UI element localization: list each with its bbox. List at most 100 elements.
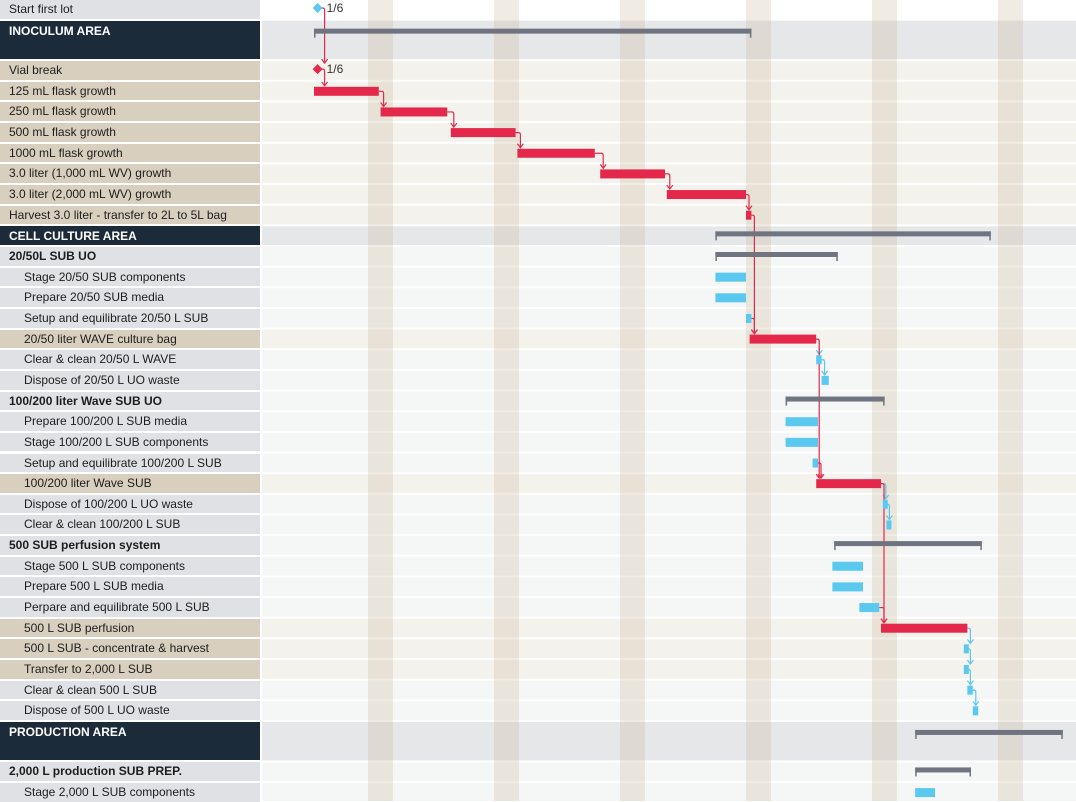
task-label[interactable]: Prepare 20/50 SUB media bbox=[0, 288, 260, 307]
task-label[interactable]: INOCULUM AREA bbox=[0, 20, 260, 60]
summary-bar bbox=[785, 396, 885, 402]
dependency-link bbox=[879, 606, 885, 623]
summary-bar-start-tick bbox=[785, 396, 788, 406]
weekend-column bbox=[620, 0, 645, 801]
dependency-link bbox=[746, 193, 750, 210]
chart-row-band bbox=[262, 143, 1076, 163]
task-label[interactable]: Stage 20/50 SUB components bbox=[0, 267, 260, 287]
chart-row-band bbox=[262, 680, 1076, 700]
dependency-link bbox=[447, 111, 455, 128]
task-label[interactable]: Vial break bbox=[0, 61, 260, 80]
task-label[interactable]: 100/200 liter Wave SUB UO bbox=[0, 391, 260, 411]
task-label[interactable]: Prepare 100/200 L SUB media bbox=[0, 412, 260, 431]
milestone-date-label: 1/6 bbox=[327, 1, 344, 15]
summary-bar-end-tick bbox=[989, 231, 991, 241]
dependency-arrow-icon bbox=[745, 205, 753, 211]
summary-bar-end-tick bbox=[836, 252, 838, 261]
task-label[interactable]: Prepare 500 L SUB media bbox=[0, 577, 260, 597]
dependency-link bbox=[594, 152, 604, 169]
task-label[interactable]: CELL CULTURE AREA bbox=[0, 226, 260, 245]
task-label[interactable]: Clear & clean 20/50 L WAVE bbox=[0, 350, 260, 369]
task-bar bbox=[816, 355, 822, 365]
task-label[interactable]: 250 mL flask growth bbox=[0, 102, 260, 122]
dependency-link bbox=[967, 627, 971, 644]
task-label[interactable]: 20/50 liter WAVE culture bag bbox=[0, 329, 260, 349]
task-bar bbox=[832, 561, 863, 571]
task-label[interactable]: 500 SUB perfusion system bbox=[0, 536, 260, 555]
chart-row-band bbox=[262, 453, 1076, 473]
dependency-link bbox=[972, 689, 977, 706]
dependency-arrow-icon bbox=[817, 473, 825, 480]
summary-bar-end-tick bbox=[749, 28, 752, 38]
task-bar bbox=[785, 437, 818, 447]
task-label[interactable]: 500 mL flask growth bbox=[0, 123, 260, 142]
task-label[interactable]: Stage 2,000 L SUB components bbox=[0, 783, 260, 802]
chart-row-band bbox=[262, 61, 1076, 80]
chart-row-band bbox=[262, 494, 1076, 514]
task-bar bbox=[785, 417, 818, 427]
chart-row-band bbox=[262, 205, 1076, 225]
chart-row-band bbox=[262, 20, 1076, 60]
task-label[interactable]: Stage 500 L SUB components bbox=[0, 556, 260, 576]
task-bar bbox=[859, 603, 880, 613]
task-label[interactable]: 20/50L SUB UO bbox=[0, 247, 260, 266]
chart-row-band bbox=[262, 226, 1076, 245]
critical-task-bar bbox=[666, 190, 746, 200]
task-label[interactable]: Clear & clean 500 L SUB bbox=[0, 680, 260, 700]
dependency-arrow-icon bbox=[516, 143, 524, 149]
task-label[interactable]: 100/200 liter Wave SUB bbox=[0, 474, 260, 493]
task-label[interactable]: Dispose of 500 L UO waste bbox=[0, 701, 260, 720]
task-label[interactable]: Stage 100/200 L SUB components bbox=[0, 432, 260, 452]
chart-row-band bbox=[262, 350, 1076, 369]
task-label[interactable]: 500 L SUB perfusion bbox=[0, 618, 260, 638]
task-label[interactable]: Dispose of 100/200 L UO waste bbox=[0, 494, 260, 514]
critical-task-bar bbox=[380, 107, 448, 117]
task-label[interactable]: Transfer to 2,000 L SUB bbox=[0, 660, 260, 679]
task-label[interactable]: Dispose of 20/50 L UO waste bbox=[0, 370, 260, 390]
chart-row-band bbox=[262, 721, 1076, 761]
task-label[interactable]: 1000 mL flask growth bbox=[0, 143, 260, 163]
task-label[interactable]: 2,000 L production SUB PREP. bbox=[0, 762, 260, 782]
chart-row-band bbox=[262, 536, 1076, 555]
task-label[interactable]: Start first lot bbox=[0, 0, 260, 19]
task-label[interactable]: Perpare and equilibrate 500 L SUB bbox=[0, 598, 260, 617]
task-bar bbox=[963, 665, 969, 674]
summary-bar-end-tick bbox=[980, 541, 982, 551]
task-label[interactable]: 125 mL flask growth bbox=[0, 81, 260, 101]
dependency-arrow-icon bbox=[972, 700, 980, 707]
summary-bar-end-tick bbox=[883, 396, 885, 406]
task-label[interactable]: 3.0 liter (2,000 mL WV) growth bbox=[0, 185, 260, 204]
dependency-link bbox=[881, 483, 885, 623]
task-bar bbox=[886, 520, 892, 530]
critical-task-bar bbox=[600, 169, 665, 179]
task-label[interactable]: Harvest 3.0 liter - transfer to 2L to 5L… bbox=[0, 205, 260, 225]
dependency-arrow-icon bbox=[880, 618, 888, 624]
task-bar bbox=[812, 458, 818, 468]
dependency-arrow-icon bbox=[966, 638, 974, 645]
task-label[interactable]: Setup and equilibrate 20/50 L SUB bbox=[0, 308, 260, 328]
task-label[interactable]: PRODUCTION AREA bbox=[0, 721, 260, 761]
task-label[interactable]: 3.0 liter (1,000 mL WV) growth bbox=[0, 164, 260, 184]
task-label[interactable]: Clear & clean 100/200 L SUB bbox=[0, 515, 260, 535]
chart-row-band bbox=[262, 432, 1076, 452]
dependency-arrow-icon bbox=[750, 329, 758, 335]
dependency-arrow-icon bbox=[321, 81, 329, 87]
chart-row-band bbox=[262, 515, 1076, 535]
task-label[interactable]: Setup and equilibrate 100/200 L SUB bbox=[0, 453, 260, 473]
task-bar bbox=[715, 293, 746, 303]
chart-row-band bbox=[262, 329, 1076, 349]
summary-bar bbox=[715, 231, 991, 237]
summary-bar-start-tick bbox=[915, 767, 917, 777]
dependency-arrow-icon bbox=[966, 680, 974, 686]
weekend-column bbox=[746, 0, 771, 801]
summary-bar-start-tick bbox=[715, 231, 717, 241]
task-bar bbox=[972, 706, 979, 716]
critical-task-bar bbox=[746, 210, 752, 220]
dependency-arrow-icon bbox=[666, 184, 674, 191]
dependency-arrow-icon bbox=[599, 164, 607, 170]
chart-row-band bbox=[262, 391, 1076, 411]
chart-row-band bbox=[262, 618, 1076, 638]
dependency-link bbox=[821, 359, 826, 375]
task-label[interactable]: 500 L SUB - concentrate & harvest bbox=[0, 639, 260, 658]
chart-row-band bbox=[262, 288, 1076, 307]
